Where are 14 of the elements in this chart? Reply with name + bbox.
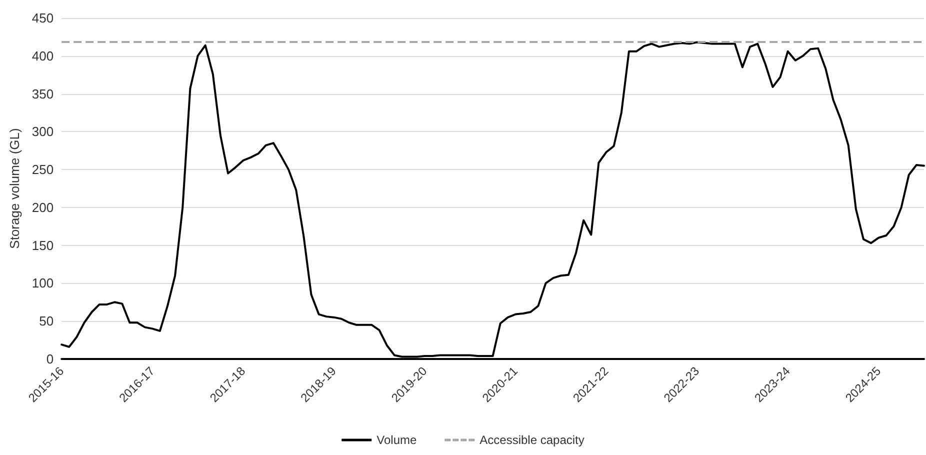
legend-label: Accessible capacity — [480, 433, 584, 447]
y-tick-label: 200 — [32, 200, 54, 215]
y-tick-label: 50 — [39, 314, 54, 329]
y-tick-label: 450 — [32, 10, 54, 26]
y-tick-label: 300 — [32, 124, 54, 140]
legend-label: Volume — [376, 433, 417, 447]
y-tick-label: 400 — [32, 48, 54, 64]
line-series — [60, 41, 925, 358]
y-tick-label: 0 — [46, 352, 54, 366]
y-tick-label: 350 — [32, 86, 54, 102]
y-tick-label: 150 — [32, 238, 54, 253]
y-tick-label: 100 — [32, 276, 54, 291]
y-tick-label: 250 — [32, 162, 54, 178]
y-axis-title: Storage volume (GL) — [7, 128, 22, 249]
